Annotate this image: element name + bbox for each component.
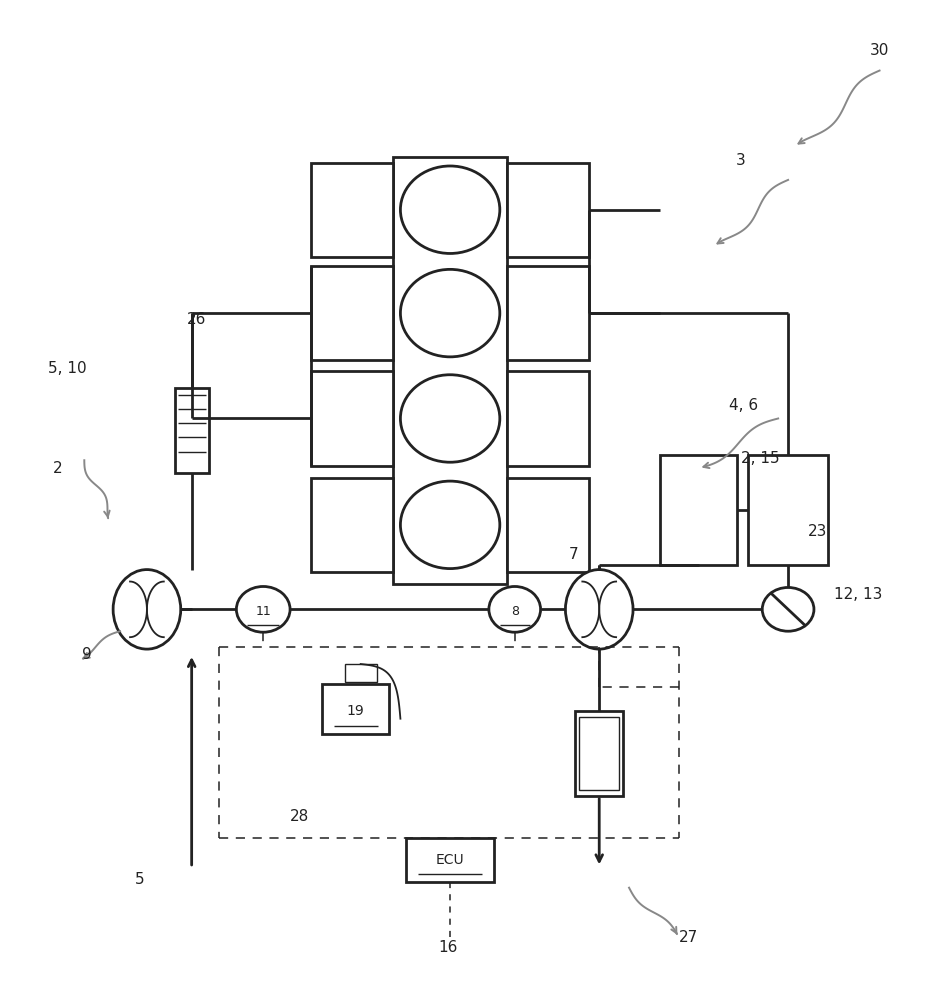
Text: 5, 10: 5, 10 (48, 361, 86, 376)
Text: 11: 11 (255, 605, 271, 618)
Bar (393, 157, 507, 584)
Text: ECU: ECU (436, 853, 465, 867)
Text: 12, 13: 12, 13 (834, 587, 882, 602)
Ellipse shape (237, 586, 290, 632)
Bar (660, 455, 737, 565)
Bar (312, 266, 393, 360)
Text: 8: 8 (511, 605, 518, 618)
Ellipse shape (489, 586, 541, 632)
Bar (312, 478, 393, 572)
Bar (345, 664, 377, 682)
Ellipse shape (400, 481, 500, 569)
Text: 2: 2 (53, 461, 62, 476)
Ellipse shape (400, 375, 500, 462)
Bar (507, 371, 589, 466)
Bar (407, 838, 494, 882)
Text: 16: 16 (439, 940, 458, 955)
Bar (507, 266, 589, 360)
Text: 27: 27 (679, 930, 699, 945)
Bar (507, 478, 589, 572)
Text: 30: 30 (870, 43, 889, 58)
Text: 28: 28 (289, 809, 309, 824)
Ellipse shape (565, 570, 633, 649)
Bar (579, 717, 619, 790)
Bar (312, 163, 393, 257)
Bar (507, 163, 589, 257)
Ellipse shape (113, 570, 180, 649)
Text: 2, 15: 2, 15 (741, 451, 779, 466)
Bar (312, 371, 393, 466)
Bar (748, 455, 828, 565)
Text: 4, 6: 4, 6 (729, 398, 758, 413)
Text: 3: 3 (735, 153, 746, 168)
Bar (576, 711, 623, 796)
Text: 26: 26 (187, 312, 207, 327)
Bar (175, 388, 208, 473)
Text: 19: 19 (346, 704, 364, 718)
Ellipse shape (400, 166, 500, 253)
Ellipse shape (762, 587, 814, 631)
Text: 5: 5 (135, 872, 145, 887)
Text: 9: 9 (83, 647, 92, 662)
Bar (322, 684, 390, 734)
Text: 7: 7 (569, 547, 578, 562)
Text: 23: 23 (808, 524, 827, 539)
Ellipse shape (400, 269, 500, 357)
